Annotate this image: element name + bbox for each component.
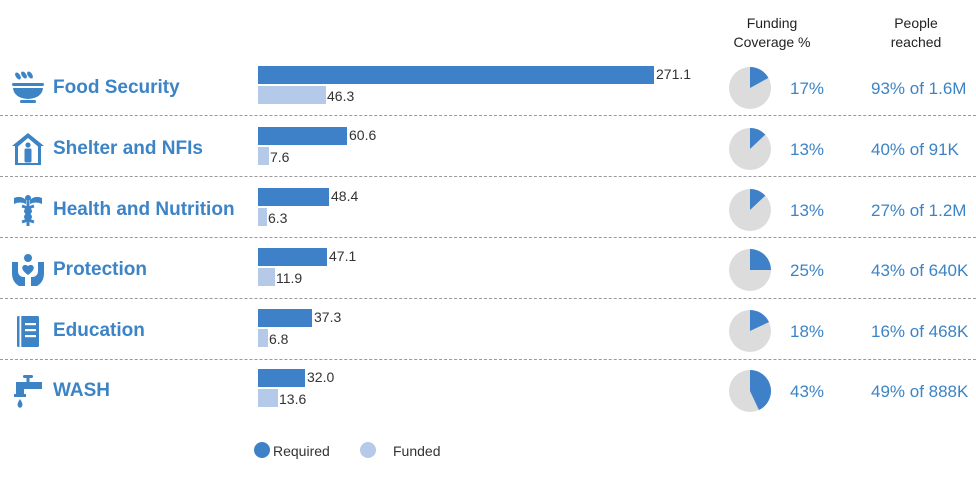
required-bar: [258, 66, 654, 84]
people-reached-value: 49% of 888K: [871, 382, 969, 401]
category-label: WASH: [53, 380, 110, 401]
required-bar: [258, 369, 305, 387]
required-value-label: 271.1: [656, 66, 692, 82]
category-label: Protection: [53, 259, 147, 280]
chart-row: Health and Nutrition 48.4 6.3 13% 27% of 1.2…: [0, 180, 976, 240]
chart-row: Shelter and NFIs 60.6 7.6 13% 40% of 91K: [0, 119, 976, 179]
coverage-value: 18%: [790, 322, 825, 341]
funded-value-label: 13.6: [279, 391, 307, 407]
pie-funded-slice: [750, 370, 771, 410]
food-security-icon: [10, 70, 46, 106]
required-value-label: 48.4: [331, 188, 359, 204]
pie-funded-slice: [750, 249, 771, 270]
coverage-pie: [729, 189, 771, 231]
funded-bar: [258, 389, 278, 407]
pie-funded-slice: [750, 189, 766, 210]
row-divider: [0, 298, 976, 299]
pie-funded-slice: [750, 67, 769, 88]
funded-bar: [258, 329, 268, 347]
education-icon: [10, 313, 46, 349]
funded-bar: [258, 147, 269, 165]
coverage-pie: [729, 249, 771, 291]
chart-row: Protection 47.1 11.9 25% 43% of 640K: [0, 240, 976, 300]
required-bar: [258, 248, 327, 266]
coverage-pie: [729, 370, 771, 412]
funded-value-label: 6.3: [268, 210, 288, 226]
funded-bar: [258, 208, 267, 226]
funding-coverage-header: Funding Coverage %: [722, 14, 822, 52]
people-reached-header: People reached: [870, 14, 962, 52]
funded-value-label: 11.9: [276, 270, 303, 286]
funded-value-label: 7.6: [270, 149, 290, 165]
coverage-value: 13%: [790, 201, 825, 220]
people-reached-value: 16% of 468K: [871, 322, 969, 341]
people-reached-value: 43% of 640K: [871, 261, 969, 280]
pie-funded-slice: [750, 310, 769, 331]
legend-funded-marker: [360, 442, 376, 458]
category-label: Food Security: [53, 77, 180, 98]
coverage-pie: [729, 67, 771, 109]
funded-bar: [258, 86, 326, 104]
legend-required-marker: [254, 442, 270, 458]
people-reached-value: 27% of 1.2M: [871, 201, 967, 220]
required-bar: [258, 309, 312, 327]
category-label: Health and Nutrition: [53, 199, 235, 220]
chart-row: WASH 32.0 13.6 43% 49% of 888K: [0, 361, 976, 421]
people-reached-value: 40% of 91K: [871, 140, 959, 159]
pie-funded-slice: [750, 128, 766, 149]
protection-icon: [10, 252, 46, 288]
required-value-label: 32.0: [307, 369, 335, 385]
row-divider: [0, 359, 976, 360]
row-divider: [0, 176, 976, 177]
coverage-value: 17%: [790, 79, 825, 98]
funding-coverage-header-text: Funding Coverage %: [733, 15, 811, 50]
funded-value-label: 6.8: [269, 331, 289, 347]
required-value-label: 47.1: [329, 248, 357, 264]
wash-icon: [10, 373, 46, 409]
legend-required-label: Required: [273, 443, 330, 459]
people-reached-value: 93% of 1.6M: [871, 79, 967, 98]
health-nutrition-icon: [10, 192, 46, 228]
funded-bar: [258, 268, 275, 286]
chart-row: Food Security 271.1 46.3 17% 93% of 1.6M: [0, 58, 976, 118]
coverage-value: 25%: [790, 261, 825, 280]
coverage-value: 13%: [790, 140, 825, 159]
shelter-icon: [10, 131, 46, 167]
people-reached-header-text: People reached: [890, 15, 942, 50]
category-label: Shelter and NFIs: [53, 138, 203, 159]
legend-funded-label: Funded: [393, 443, 441, 459]
category-label: Education: [53, 320, 145, 341]
coverage-value: 43%: [790, 382, 825, 401]
required-bar: [258, 127, 347, 145]
required-bar: [258, 188, 329, 206]
required-value-label: 60.6: [349, 127, 377, 143]
row-divider: [0, 115, 976, 116]
funded-value-label: 46.3: [327, 88, 355, 104]
chart-row: Education 37.3 6.8 18% 16% of 468K: [0, 301, 976, 361]
row-divider: [0, 237, 976, 238]
coverage-pie: [729, 128, 771, 170]
required-value-label: 37.3: [314, 309, 342, 325]
coverage-pie: [729, 310, 771, 352]
